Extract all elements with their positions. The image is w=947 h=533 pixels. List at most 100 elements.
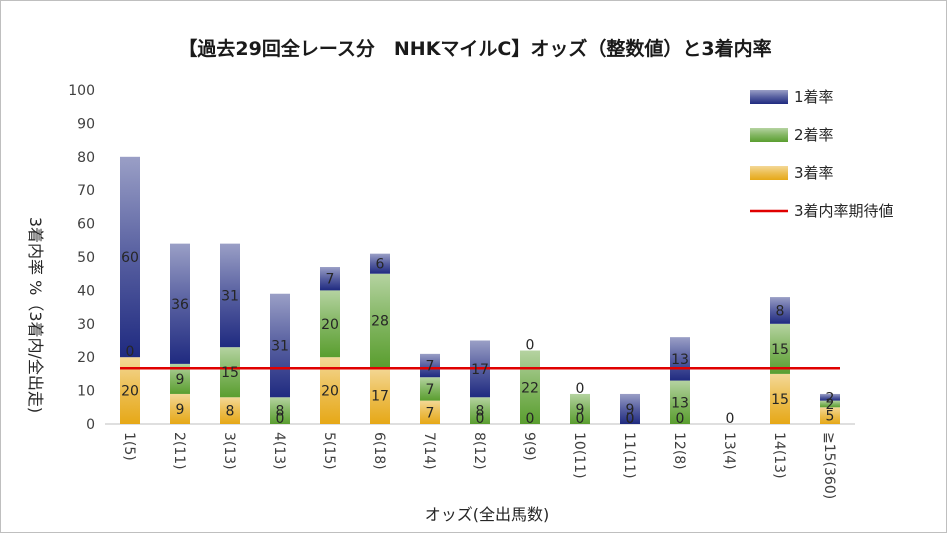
chart-title: 【過去29回全レース分 NHKマイルC】オッズ（整数値）と3着内率: [178, 38, 772, 60]
bar-segment: [420, 353, 440, 378]
data-label: 22: [521, 380, 539, 396]
bar-segment: [170, 363, 190, 394]
bar-segment: [120, 156, 140, 358]
bar-segment: [820, 393, 840, 401]
y-tick-label: 40: [77, 283, 95, 299]
bar-segment: [570, 393, 590, 424]
data-label: 9: [176, 372, 185, 388]
data-label: 0: [676, 411, 685, 427]
y-tick-label: 20: [77, 350, 95, 366]
data-label: 2: [826, 397, 835, 413]
data-label: 13: [671, 395, 689, 411]
data-label: 13: [671, 352, 689, 368]
x-tick-label: 2(11): [171, 432, 187, 470]
data-label: 15: [221, 365, 239, 381]
data-label: 0: [576, 381, 585, 397]
data-label: 31: [221, 288, 239, 304]
legend-swatch: [750, 128, 788, 142]
legend-swatch: [750, 166, 788, 180]
y-tick-label: 90: [77, 116, 95, 132]
bar-segment: [670, 380, 690, 424]
x-tick-label: ≧15(360): [821, 432, 837, 499]
bar-segment: [170, 393, 190, 424]
y-tick-label: 0: [86, 417, 95, 433]
bar-segment: [420, 377, 440, 401]
data-label: 0: [476, 411, 485, 427]
y-tick-label: 50: [77, 250, 95, 266]
y-tick-label: 80: [77, 150, 95, 166]
y-tick-label: 30: [77, 317, 95, 333]
bar-segment: [220, 243, 240, 348]
bar-segment: [320, 267, 340, 291]
legend: 1着率 2着率 3着率 3着内率期待値: [750, 88, 894, 220]
bar-segment: [370, 273, 390, 368]
x-tick-label: 4(13): [271, 432, 287, 470]
data-label: 6: [376, 257, 385, 273]
data-label: 0: [526, 338, 535, 354]
y-tick-label: 60: [77, 217, 95, 233]
data-label: 17: [471, 362, 489, 378]
y-axis-title: 3着内率 %（3着内/全出走): [26, 217, 45, 413]
bar-segment: [820, 400, 840, 408]
data-label: 15: [771, 342, 789, 358]
x-tick-label: 11(11): [621, 432, 637, 479]
data-label: 20: [321, 384, 339, 400]
data-label: 9: [576, 402, 585, 418]
data-label: 0: [576, 411, 585, 427]
bar-segment: [370, 253, 390, 274]
bar-segment: [670, 337, 690, 381]
bar-segment: [170, 243, 190, 364]
x-tick-label: 10(11): [571, 432, 587, 479]
x-tick-label: 14(13): [771, 432, 787, 479]
legend-label: 3着内率期待値: [794, 202, 894, 220]
bar-segment: [270, 293, 290, 398]
data-label: 8: [226, 404, 235, 420]
x-tick-label: 1(5): [121, 432, 137, 461]
data-label: 28: [371, 313, 389, 329]
bar-segment: [320, 290, 340, 358]
x-tick-label: 12(8): [671, 432, 687, 470]
y-tick-label: 100: [68, 83, 95, 99]
x-tick-label: 5(15): [321, 432, 337, 470]
x-tick-label: 13(4): [721, 432, 737, 470]
data-label: 31: [271, 339, 289, 355]
bar-segment: [270, 397, 290, 424]
bar-segment: [120, 357, 140, 424]
data-label: 0: [626, 411, 635, 427]
data-label: 8: [476, 404, 485, 420]
bar-segment: [820, 407, 840, 424]
data-label: 2: [826, 390, 835, 406]
bar-segment: [320, 357, 340, 424]
bar-segment: [470, 397, 490, 424]
data-label: 36: [171, 297, 189, 313]
x-tick-label: 3(13): [221, 432, 237, 470]
data-label: 0: [126, 344, 135, 360]
data-label: 8: [776, 303, 785, 319]
legend-label: 1着率: [794, 88, 834, 106]
x-tick-label: 8(12): [471, 432, 487, 470]
bar-segment: [770, 323, 790, 374]
data-label: 17: [371, 389, 389, 405]
data-label: 5: [826, 409, 835, 425]
bar-segment: [620, 393, 640, 424]
bar-segment: [770, 373, 790, 424]
data-label: 7: [426, 405, 435, 421]
x-tick-label: 6(18): [371, 432, 387, 470]
data-labels: 2006099368153108312020717286777081702200…: [121, 250, 834, 427]
legend-label: 2着率: [794, 126, 834, 144]
data-label: 7: [326, 272, 335, 288]
data-label: 0: [726, 411, 735, 427]
x-axis-title: オッズ(全出馬数): [425, 505, 550, 524]
data-label: 9: [626, 402, 635, 418]
bars: [120, 156, 840, 424]
y-tick-label: 10: [77, 384, 95, 400]
legend-label: 3着率: [794, 164, 834, 182]
bar-segment: [420, 400, 440, 424]
data-label: 7: [426, 382, 435, 398]
data-label: 0: [276, 411, 285, 427]
bar-segment: [370, 367, 390, 424]
data-label: 20: [121, 384, 139, 400]
